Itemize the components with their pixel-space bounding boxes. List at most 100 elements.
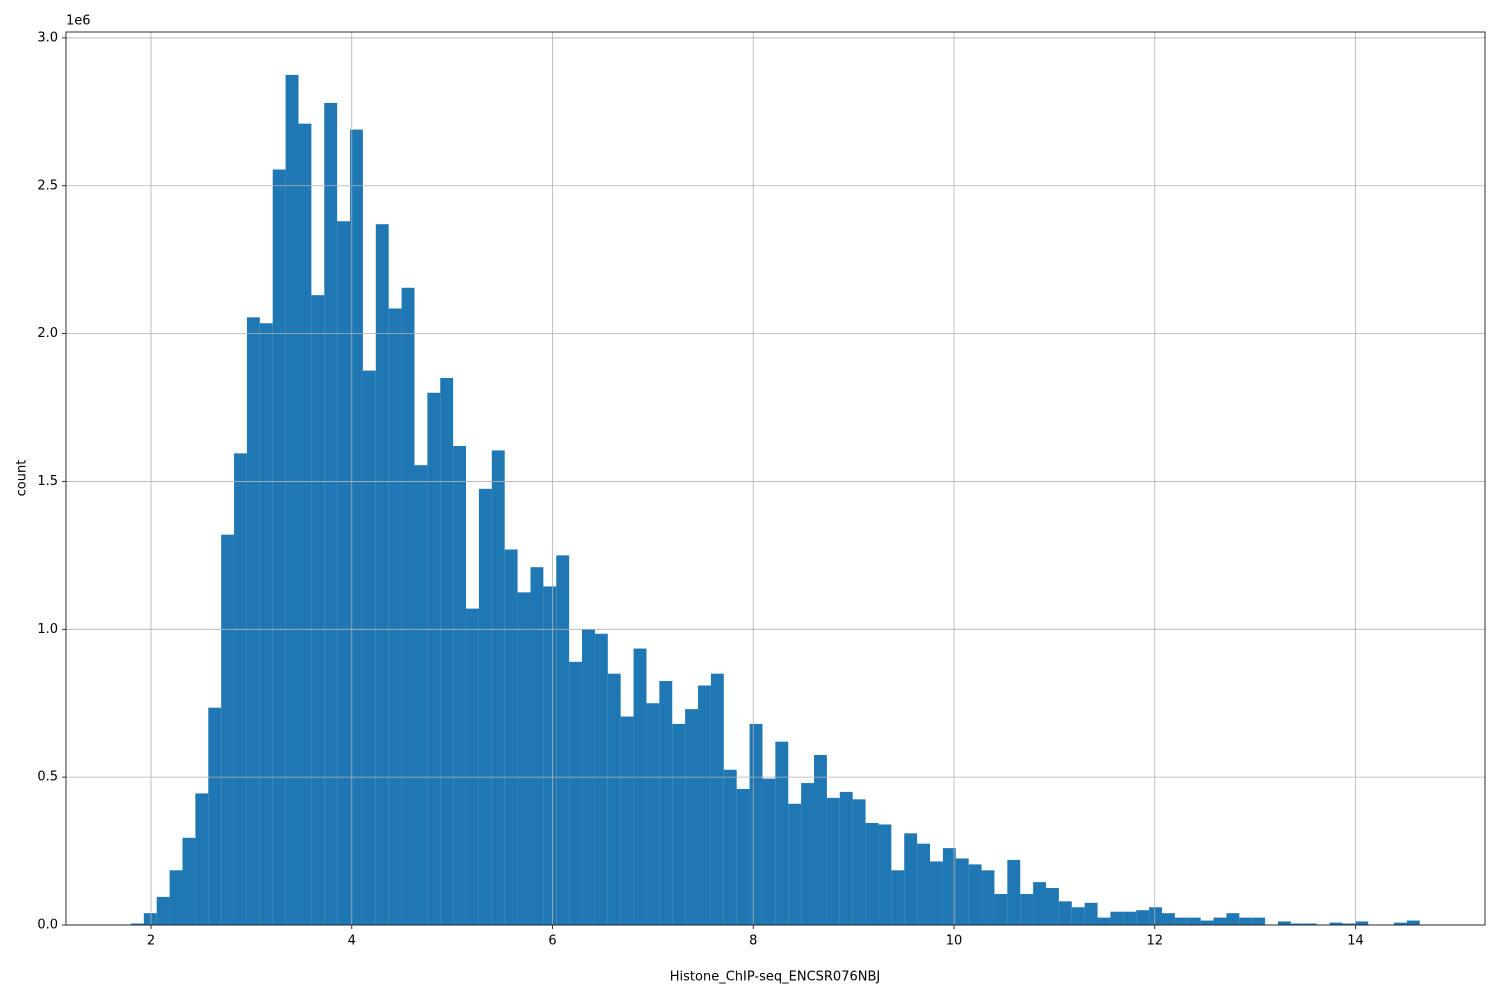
bar <box>221 534 235 925</box>
bar <box>543 586 557 925</box>
bar <box>259 323 273 925</box>
bar <box>440 377 454 925</box>
y-tick-label: 1.5 <box>37 474 58 489</box>
bar <box>298 123 312 925</box>
bar <box>1174 917 1188 925</box>
bar <box>401 287 415 925</box>
bar <box>685 709 699 925</box>
plot-frame <box>65 31 1486 926</box>
bar <box>517 592 531 925</box>
x-axis-label: Histone_ChIP-seq_ENCSR076NBJ <box>670 970 880 985</box>
bar <box>607 673 621 925</box>
bar <box>1329 922 1343 925</box>
bar <box>955 858 969 925</box>
bar <box>569 661 583 925</box>
bar <box>169 870 183 925</box>
bar <box>1071 907 1085 925</box>
y-axis-label: count <box>15 460 30 497</box>
bar <box>350 129 363 925</box>
bar <box>427 392 441 925</box>
bar <box>1303 923 1317 925</box>
bar <box>788 803 802 925</box>
bar <box>620 716 634 925</box>
bar <box>1033 882 1047 925</box>
x-tick-label: 10 <box>946 934 963 949</box>
bar <box>285 74 299 925</box>
bar <box>1239 917 1253 925</box>
bar <box>839 791 853 925</box>
bar <box>1136 910 1150 925</box>
bar <box>143 913 157 925</box>
bar <box>556 555 570 925</box>
bar <box>311 295 325 925</box>
bar <box>375 224 389 926</box>
bar <box>1007 859 1021 925</box>
bar <box>1046 888 1059 925</box>
bar <box>1097 917 1111 925</box>
y-tick-label: 2.0 <box>37 326 58 341</box>
bar <box>466 608 479 925</box>
bar <box>865 822 879 925</box>
bar <box>723 769 737 925</box>
bar <box>968 864 982 925</box>
bar <box>942 848 956 925</box>
bar <box>1200 920 1214 925</box>
y-tick-label: 3.0 <box>37 30 58 45</box>
bar <box>1084 902 1098 925</box>
bar <box>1355 921 1369 925</box>
bar <box>324 102 338 925</box>
bar <box>1213 917 1227 925</box>
bar <box>814 754 827 925</box>
bar <box>453 445 467 925</box>
bar <box>1187 917 1201 925</box>
bar <box>1342 923 1356 925</box>
bar <box>195 793 209 925</box>
bar <box>672 723 686 925</box>
bar <box>1123 911 1137 925</box>
bar <box>1020 893 1034 925</box>
y-offset-label: 1e6 <box>66 14 91 29</box>
bar <box>491 450 505 925</box>
bar <box>646 703 660 925</box>
bar <box>388 308 402 925</box>
bar <box>1406 920 1420 925</box>
x-tick-label: 8 <box>749 934 757 949</box>
bar <box>1110 911 1124 925</box>
x-tick-label: 2 <box>147 934 155 949</box>
bar <box>736 788 750 925</box>
bar <box>208 707 222 925</box>
bar <box>749 723 763 925</box>
bar <box>478 488 492 925</box>
bar <box>826 797 840 925</box>
bar <box>904 833 918 925</box>
x-tick-label: 6 <box>548 934 556 949</box>
x-tick-label: 14 <box>1347 934 1364 949</box>
bar <box>234 453 247 925</box>
bar <box>852 799 866 925</box>
bar <box>130 923 144 925</box>
bar <box>504 549 518 925</box>
bar <box>414 465 428 925</box>
y-tick-label: 2.5 <box>37 178 58 193</box>
bar <box>337 221 351 926</box>
bar <box>362 370 376 926</box>
bar <box>1290 923 1304 925</box>
bar <box>1252 917 1266 925</box>
bar <box>801 783 815 925</box>
bar <box>1226 913 1240 925</box>
bar <box>1161 913 1175 925</box>
bar <box>981 870 995 925</box>
y-tick-label: 0.0 <box>37 918 58 933</box>
bar <box>891 870 905 925</box>
bar <box>762 778 776 925</box>
bar <box>272 169 286 925</box>
bar <box>633 648 647 925</box>
x-tick-label: 4 <box>348 934 356 949</box>
bar <box>1277 921 1291 925</box>
x-tick-label: 12 <box>1146 934 1163 949</box>
y-tick-label: 1.0 <box>37 622 58 637</box>
bar <box>930 861 943 925</box>
bar <box>594 633 608 925</box>
